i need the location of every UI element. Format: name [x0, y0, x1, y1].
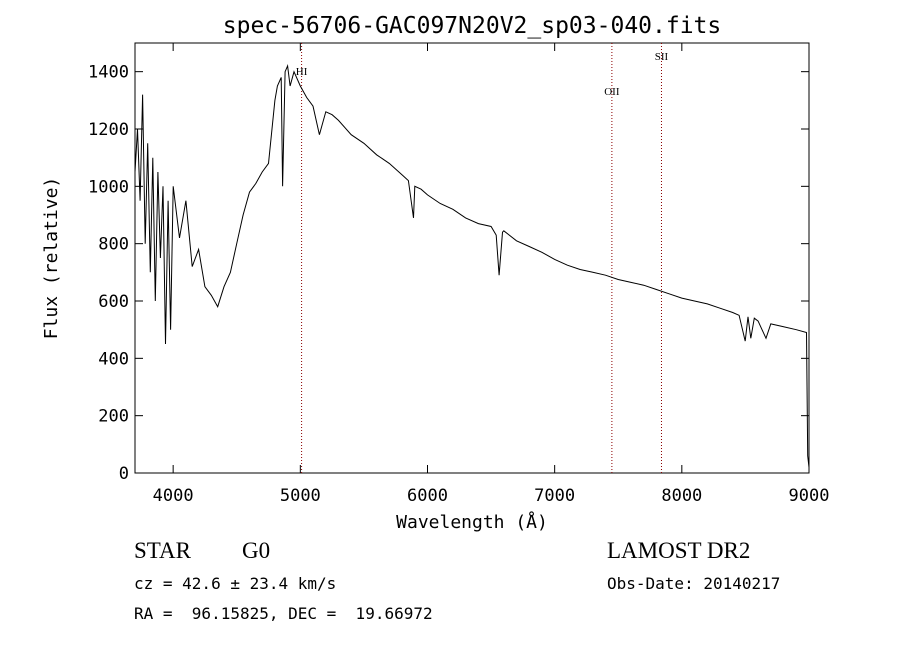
x-tick-label: 5000 — [280, 486, 321, 506]
y-tick-label: 200 — [98, 407, 129, 427]
redshift-cz: cz = 42.6 ± 23.4 km/s — [134, 574, 337, 593]
spectrum-line — [134, 64, 810, 468]
x-tick-label: 9000 — [789, 486, 830, 506]
x-tick-label: 4000 — [153, 486, 194, 506]
x-tick-label: 6000 — [407, 486, 448, 506]
coordinates: RA = 96.15825, DEC = 19.66972 — [134, 604, 433, 623]
obs-date: Obs-Date: 20140217 — [607, 574, 781, 593]
x-tick-label: 8000 — [661, 486, 702, 506]
survey-name: LAMOST DR2 — [607, 538, 751, 563]
plot-frame — [134, 42, 810, 474]
y-tick-label: 800 — [98, 235, 129, 255]
y-tick-label: 400 — [98, 349, 129, 369]
object-subclass: G0 — [242, 538, 271, 563]
y-axis-label: Flux (relative) — [41, 177, 62, 340]
y-tick-label: 1400 — [88, 63, 129, 83]
line-markers: HI OII SII — [296, 43, 669, 473]
marker-label: OII — [604, 86, 620, 98]
marker-label: SII — [655, 51, 669, 63]
y-tick-label: 0 — [119, 464, 129, 484]
chart-title: spec-56706-GAC097N20V2_sp03-040.fits — [223, 13, 722, 39]
y-tick-label: 1000 — [88, 177, 129, 197]
object-class: STAR — [134, 538, 191, 563]
x-tick-label: 7000 — [534, 486, 575, 506]
axis-ticks: 4000 5000 6000 7000 8000 9000 0 200 400 600 800 100… — [88, 43, 829, 506]
marker-label: HI — [296, 66, 308, 78]
y-tick-label: 1200 — [88, 120, 129, 140]
y-tick-label: 600 — [98, 292, 129, 312]
x-axis-label: Wavelength (Å) — [396, 511, 548, 533]
